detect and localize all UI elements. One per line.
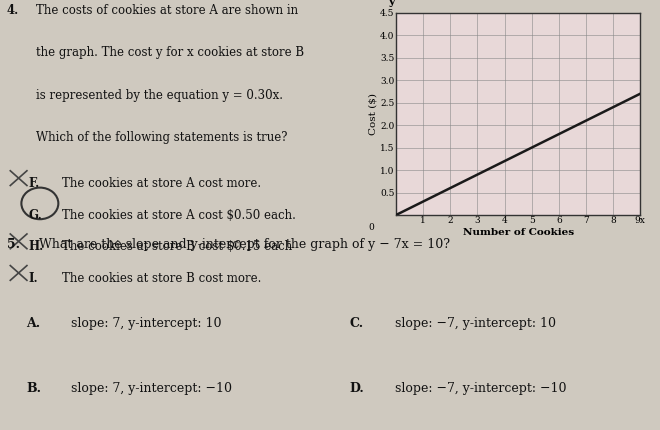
Text: The cookies at store B cost $0.15 each: The cookies at store B cost $0.15 each	[62, 240, 292, 253]
Y-axis label: Cost ($): Cost ($)	[368, 93, 378, 135]
Text: A.: A.	[26, 317, 40, 330]
Text: The cookies at store A cost more.: The cookies at store A cost more.	[62, 177, 261, 190]
Text: G.: G.	[29, 209, 42, 222]
Text: The cookies at store B cost more.: The cookies at store B cost more.	[62, 272, 261, 285]
Text: F.: F.	[29, 177, 40, 190]
Text: is represented by the equation y = 0.30x.: is represented by the equation y = 0.30x…	[36, 89, 283, 101]
Text: H.: H.	[29, 240, 44, 253]
X-axis label: Number of Cookies: Number of Cookies	[463, 228, 574, 237]
Text: C.: C.	[349, 317, 364, 330]
Text: What are the slope and y-intercept for the graph of y − 7x = 10?: What are the slope and y-intercept for t…	[39, 238, 450, 251]
Text: slope: 7, y-intercept: 10: slope: 7, y-intercept: 10	[71, 317, 222, 330]
Text: I.: I.	[29, 272, 38, 285]
Text: 4.: 4.	[7, 4, 19, 17]
Text: the graph. The cost y for x cookies at store B: the graph. The cost y for x cookies at s…	[36, 46, 304, 59]
Text: slope: 7, y-intercept: −10: slope: 7, y-intercept: −10	[71, 382, 232, 395]
Text: 5.: 5.	[7, 238, 20, 251]
Text: The costs of cookies at store A are shown in: The costs of cookies at store A are show…	[36, 4, 298, 17]
Text: slope: −7, y-intercept: 10: slope: −7, y-intercept: 10	[395, 317, 556, 330]
Text: 0: 0	[369, 223, 374, 232]
Text: slope: −7, y-intercept: −10: slope: −7, y-intercept: −10	[395, 382, 566, 395]
Text: Which of the following statements is true?: Which of the following statements is tru…	[36, 131, 288, 144]
Text: The cookies at store A cost $0.50 each.: The cookies at store A cost $0.50 each.	[62, 209, 296, 222]
Text: y: y	[388, 0, 395, 7]
Text: D.: D.	[349, 382, 364, 395]
Text: B.: B.	[26, 382, 41, 395]
